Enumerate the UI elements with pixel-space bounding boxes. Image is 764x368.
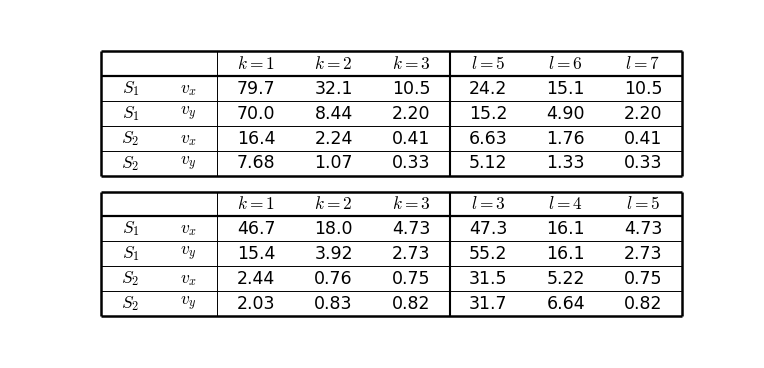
Text: $l=3$: $l=3$ — [471, 195, 506, 213]
Text: 1.76: 1.76 — [546, 130, 585, 148]
Text: 0.33: 0.33 — [623, 155, 662, 173]
Text: 5.12: 5.12 — [469, 155, 507, 173]
Text: 15.2: 15.2 — [469, 105, 507, 123]
Text: 18.0: 18.0 — [314, 220, 353, 238]
Text: 1.33: 1.33 — [546, 155, 585, 173]
Text: 6.63: 6.63 — [469, 130, 507, 148]
Text: $S_2$: $S_2$ — [121, 294, 140, 313]
Text: 0.41: 0.41 — [392, 130, 430, 148]
Text: $v_y$: $v_y$ — [180, 245, 196, 263]
Text: 70.0: 70.0 — [237, 105, 275, 123]
Text: $k=1$: $k=1$ — [237, 195, 275, 213]
Text: 4.73: 4.73 — [624, 220, 662, 238]
Text: $v_y$: $v_y$ — [180, 295, 196, 313]
Text: 32.1: 32.1 — [314, 79, 353, 98]
Text: $S_1$: $S_1$ — [121, 79, 139, 98]
Text: 55.2: 55.2 — [469, 245, 507, 263]
Text: 2.20: 2.20 — [392, 105, 430, 123]
Text: 3.92: 3.92 — [314, 245, 353, 263]
Text: 46.7: 46.7 — [237, 220, 275, 238]
Text: 2.44: 2.44 — [237, 270, 275, 288]
Text: $l=4$: $l=4$ — [549, 195, 583, 213]
Text: 0.33: 0.33 — [392, 155, 430, 173]
Text: $l=7$: $l=7$ — [626, 55, 661, 73]
Text: 2.24: 2.24 — [314, 130, 353, 148]
Text: $k=2$: $k=2$ — [314, 195, 353, 213]
Text: 2.73: 2.73 — [392, 245, 430, 263]
Text: $S_2$: $S_2$ — [121, 269, 140, 288]
Text: $k=1$: $k=1$ — [237, 55, 275, 73]
Text: $S_1$: $S_1$ — [121, 244, 139, 263]
Text: 2.20: 2.20 — [623, 105, 662, 123]
Text: 4.90: 4.90 — [546, 105, 585, 123]
Text: $S_2$: $S_2$ — [121, 129, 140, 148]
Text: 6.64: 6.64 — [546, 295, 585, 313]
Text: $v_x$: $v_x$ — [180, 130, 197, 148]
Text: 0.82: 0.82 — [392, 295, 430, 313]
Text: $v_x$: $v_x$ — [180, 270, 197, 288]
Text: 16.4: 16.4 — [237, 130, 275, 148]
Text: 47.3: 47.3 — [469, 220, 507, 238]
Text: 31.5: 31.5 — [469, 270, 507, 288]
Text: $v_y$: $v_y$ — [180, 105, 196, 123]
Text: 0.82: 0.82 — [623, 295, 662, 313]
Text: $k=3$: $k=3$ — [392, 195, 430, 213]
Text: $v_y$: $v_y$ — [180, 155, 196, 173]
Text: $l=6$: $l=6$ — [549, 55, 583, 73]
Text: 16.1: 16.1 — [546, 245, 585, 263]
Text: 15.1: 15.1 — [546, 79, 585, 98]
Text: 0.41: 0.41 — [624, 130, 662, 148]
Text: 5.22: 5.22 — [546, 270, 585, 288]
Text: 0.75: 0.75 — [623, 270, 662, 288]
Text: $v_x$: $v_x$ — [180, 79, 197, 98]
Text: $S_1$: $S_1$ — [121, 104, 139, 123]
Text: 0.76: 0.76 — [314, 270, 353, 288]
Text: 31.7: 31.7 — [469, 295, 507, 313]
Text: 16.1: 16.1 — [546, 220, 585, 238]
Text: $k=3$: $k=3$ — [392, 55, 430, 73]
Text: $l=5$: $l=5$ — [626, 195, 660, 213]
Text: 2.03: 2.03 — [237, 295, 275, 313]
Text: 0.83: 0.83 — [314, 295, 353, 313]
Text: 0.75: 0.75 — [392, 270, 430, 288]
Text: 79.7: 79.7 — [237, 79, 276, 98]
Text: $S_1$: $S_1$ — [121, 219, 139, 238]
Text: 10.5: 10.5 — [392, 79, 430, 98]
Text: $l=5$: $l=5$ — [471, 55, 506, 73]
Text: $v_x$: $v_x$ — [180, 220, 197, 238]
Text: 10.5: 10.5 — [623, 79, 662, 98]
Text: 4.73: 4.73 — [392, 220, 430, 238]
Text: 2.73: 2.73 — [623, 245, 662, 263]
Text: 15.4: 15.4 — [237, 245, 275, 263]
Text: 1.07: 1.07 — [314, 155, 353, 173]
Text: 8.44: 8.44 — [315, 105, 353, 123]
Text: 7.68: 7.68 — [237, 155, 276, 173]
Text: 24.2: 24.2 — [469, 79, 507, 98]
Text: $S_2$: $S_2$ — [121, 154, 140, 173]
Text: $k=2$: $k=2$ — [314, 55, 353, 73]
